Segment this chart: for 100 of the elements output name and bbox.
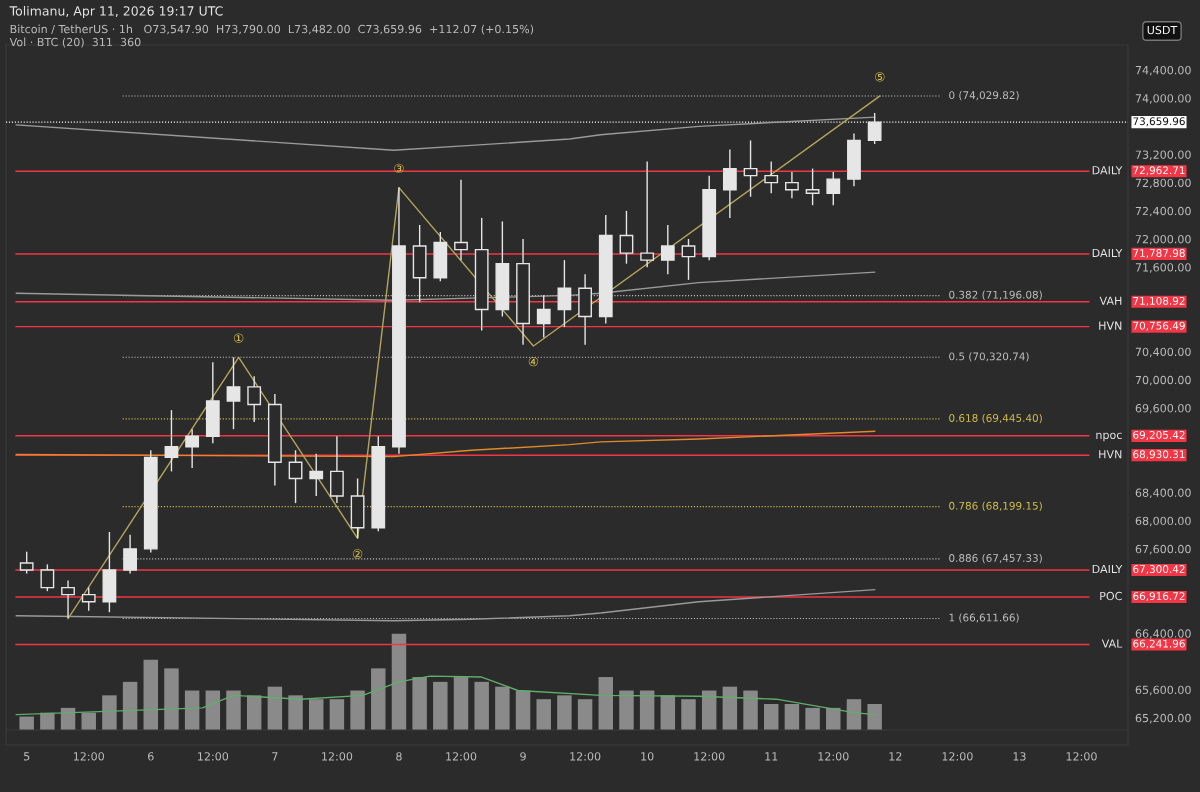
bar [143,659,159,730]
line-series [15,430,876,458]
candlestick [722,148,737,219]
candlestick [40,563,55,592]
candlestick [123,534,137,575]
y-tick-label: 67,600.00 [1135,544,1191,555]
bar [350,690,365,730]
line-series [15,116,876,151]
ref-line-label: 0.5 (70,320.74) [949,352,1029,362]
bar [391,633,407,730]
candlestick [247,375,262,423]
bar [184,690,200,730]
ref-line-label: DAILY [1092,166,1123,175]
candlestick [309,453,324,497]
ref-line-label: 0.786 (68,199.15) [949,501,1042,511]
candlestick [557,259,572,328]
annotation: ③ [394,163,404,174]
bar [102,695,117,730]
text: 66,916.72 [1133,592,1185,602]
bar [598,677,614,730]
line-series [15,589,876,622]
ref-line-label: 0.382 (71,196.08) [949,290,1042,300]
candlestick [826,171,841,206]
bar [495,686,510,730]
y-tick-label: 69,600.00 [1135,404,1191,414]
candlestick [19,550,34,575]
ref-line-label: 0 (74,029.82) [949,91,1019,101]
text: 71,108.92 [1133,296,1185,306]
x-tick-label: 6 [148,752,154,761]
ref-line-label: HVN [1099,321,1122,330]
bar [784,704,800,730]
x-tick-label: 5 [24,752,30,761]
candlestick [61,579,75,619]
x-tick-label: 12:00 [818,752,849,761]
line-series [67,95,881,620]
x-tick-label: 13 [1013,752,1026,761]
x-tick-label: 9 [520,752,526,761]
x-tick-label: 10 [641,752,654,761]
candlestick [764,160,779,194]
y-tick-label: 74,400.00 [1135,65,1191,76]
ref-line-label: 1 (66,611.66) [949,613,1019,623]
y-tick-label: 72,400.00 [1135,206,1191,217]
x-tick-label: 12:00 [1066,752,1097,761]
candlestick [743,139,758,198]
ref-line-label: npoc [1096,432,1122,442]
bar [764,704,779,730]
candlestick [226,356,241,430]
bar [557,695,572,730]
candlestick [660,224,675,275]
bar [453,677,469,730]
candlestick [81,586,96,612]
y-tick-label: 71,600.00 [1135,263,1191,273]
annotation: ① [234,333,244,343]
bar [122,681,138,730]
bar [577,699,593,730]
y-tick-label: 70,400.00 [1135,347,1191,358]
text: 71,787.98 [1133,249,1185,259]
bar [19,716,34,730]
bar [639,690,655,730]
text: 70,756.49 [1133,321,1185,331]
bar [288,695,303,730]
ref-line-label: VAL [1101,639,1123,648]
bar [619,690,634,730]
bar [743,690,758,730]
bar [433,681,448,730]
bar [474,681,489,730]
ref-line-label: HVN [1099,450,1122,459]
y-tick-label: 65,200.00 [1135,713,1191,724]
bar [329,699,345,730]
x-tick-label: 12:00 [942,752,973,761]
bar [226,690,241,730]
y-tick-label: 68,400.00 [1135,488,1191,499]
text: 73,659.96 [1133,117,1185,127]
x-tick-label: 12:00 [446,752,477,761]
candlestick [867,112,882,145]
ref-line-label: POC [1100,591,1122,601]
ref-line-label: DAILY [1092,564,1123,574]
x-tick-label: 12:00 [694,752,725,761]
candlestick [185,428,200,469]
bar [515,690,531,730]
y-tick-label: 70,000.00 [1135,375,1191,386]
y-tick-label: 73,200.00 [1135,150,1191,161]
bar [308,699,324,730]
bar [412,677,427,730]
bar [867,704,882,730]
x-tick-label: 12:00 [73,752,104,761]
x-tick-label: 12:00 [570,752,601,761]
x-tick-label: 8 [396,752,402,761]
candlestick [454,179,468,261]
candlestick [805,167,820,206]
bar [536,699,551,730]
annotation: Vol · BTC (20) 311 360 [9,37,141,48]
annotation: ⑤ [875,72,885,82]
y-tick-label: 72,000.00 [1135,234,1191,245]
x-tick-label: 12:00 [322,752,353,761]
ref-line-label: DAILY [1092,248,1123,258]
bar [826,707,841,730]
candlestick [536,294,551,339]
bar [81,712,96,730]
text: 72,962.71 [1133,166,1185,176]
